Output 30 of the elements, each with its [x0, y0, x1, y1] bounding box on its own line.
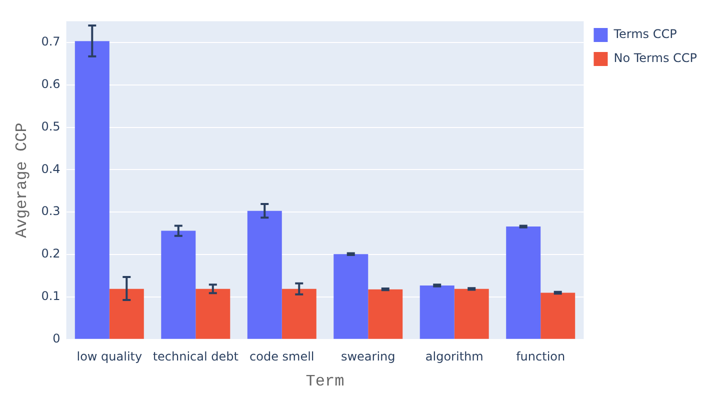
bar: [334, 254, 368, 339]
x-tick-label: low quality: [76, 350, 142, 364]
x-axis-title: Term: [306, 372, 344, 391]
bar: [454, 288, 489, 339]
bar: [420, 286, 454, 339]
bar: [74, 41, 110, 339]
legend-label: No Terms CCP: [614, 51, 697, 66]
y-tick-label: 0.1: [41, 289, 60, 304]
bar: [109, 288, 144, 339]
y-tick-label: 0.7: [41, 34, 60, 49]
y-tick-label: 0: [52, 332, 60, 346]
x-tick-label: technical debt: [152, 350, 239, 364]
bar: [196, 288, 230, 339]
bar: [282, 288, 316, 339]
y-tick-label: 0.4: [41, 162, 60, 176]
y-tick-label: 0.5: [41, 119, 60, 134]
x-tick-label: function: [516, 350, 566, 364]
y-tick-label: 0.3: [41, 204, 60, 218]
y-axis-title: Avgerage CCP: [12, 122, 31, 238]
bar: [506, 226, 541, 339]
bar: [247, 210, 282, 339]
y-tick-label: 0.2: [41, 246, 60, 261]
x-tick-label: algorithm: [425, 350, 484, 364]
x-tick-label: swearing: [340, 350, 396, 364]
legend-label: Terms CCP: [612, 27, 677, 42]
x-tick-label: code smell: [250, 350, 314, 364]
bar: [540, 292, 576, 339]
y-tick-label: 0.6: [41, 76, 60, 91]
bar: [368, 289, 403, 339]
bar: [161, 230, 196, 339]
